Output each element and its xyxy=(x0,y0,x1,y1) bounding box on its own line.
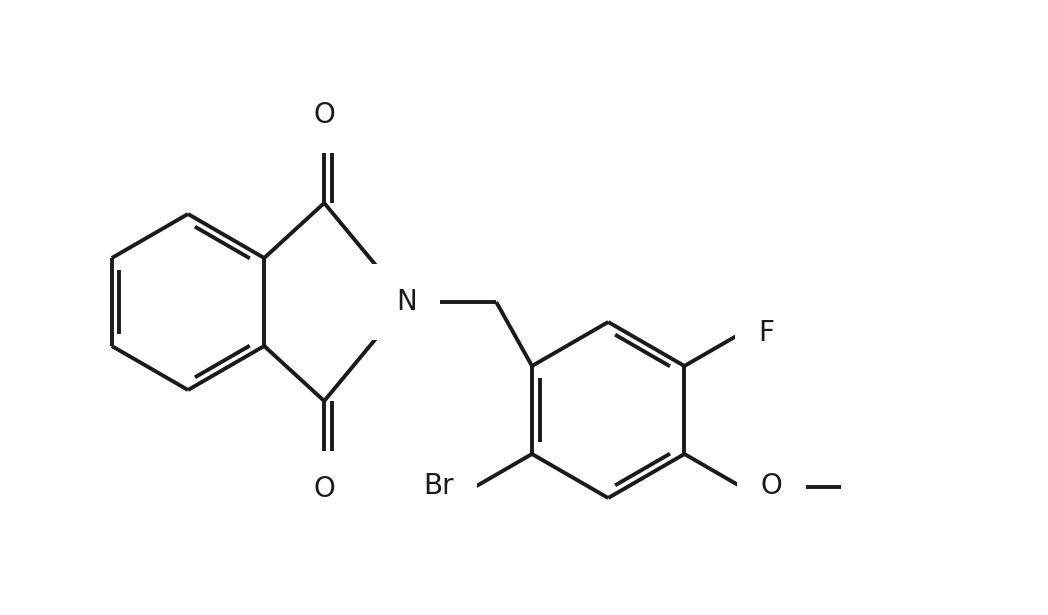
Text: O: O xyxy=(313,475,335,503)
Text: O: O xyxy=(313,101,335,129)
Text: F: F xyxy=(759,320,774,347)
Text: Br: Br xyxy=(423,472,454,501)
Text: N: N xyxy=(396,288,417,316)
Text: O: O xyxy=(761,472,783,501)
